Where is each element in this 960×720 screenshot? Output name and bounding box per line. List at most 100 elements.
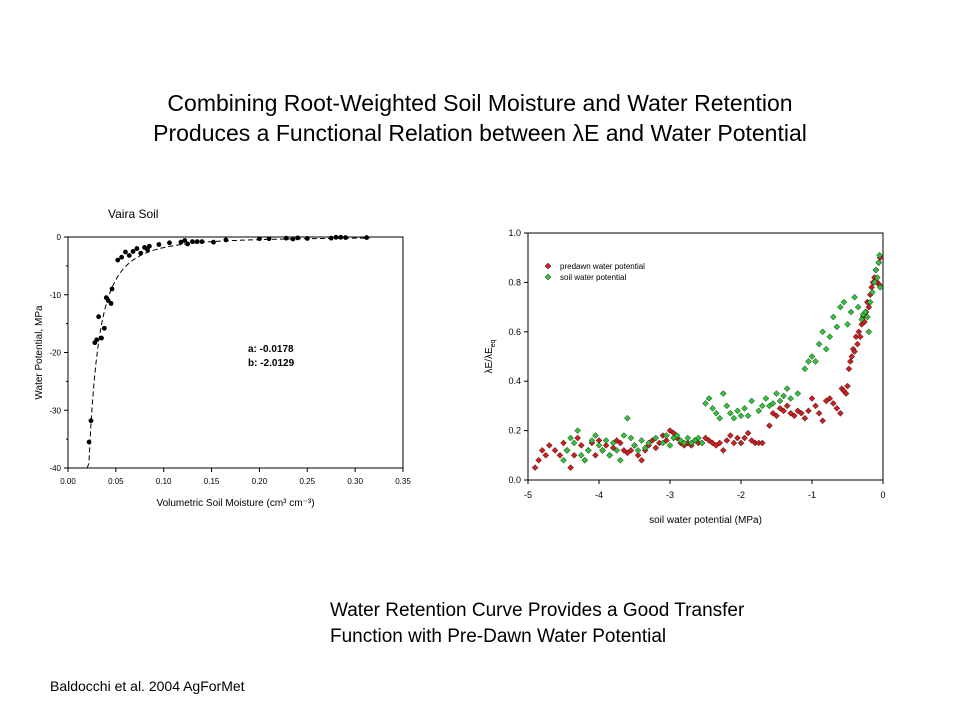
predawn-point	[847, 358, 854, 365]
soil-point	[854, 303, 862, 311]
y-tick-label: 0	[57, 233, 62, 242]
x-tick-label: 0.35	[395, 477, 411, 486]
data-point	[138, 250, 144, 256]
data-point	[126, 253, 132, 258]
soil-point	[723, 402, 731, 410]
x-tick-label: 0.10	[156, 477, 172, 486]
soil-point	[585, 447, 592, 454]
data-point	[257, 236, 262, 242]
soil-point	[695, 434, 702, 442]
predawn-point	[652, 444, 660, 452]
predawn-point	[531, 464, 539, 471]
predawn-point	[833, 405, 841, 412]
x-axis-label: Volumetric Soil Moisture (cm³ cm⁻³)	[156, 498, 314, 509]
water-retention-chart: Vaira Soil 0.00 0.05 0.10 0.15 0.20 0.25 0.30 0.…	[34, 207, 411, 509]
predawn-point	[634, 452, 642, 459]
y-tick-label: -10	[49, 291, 61, 300]
data-point	[328, 235, 334, 241]
soil-point	[787, 395, 794, 402]
y-tick-label: -40	[49, 464, 61, 473]
y-axis-label: Water Potential, MPa	[34, 305, 45, 400]
plot-frame	[67, 236, 404, 469]
predawn-point	[805, 407, 812, 415]
soil-point	[876, 251, 883, 259]
y-tick-label: 0.8	[508, 277, 521, 287]
predawn-point	[855, 328, 863, 336]
soil-point	[748, 397, 755, 405]
soil-point	[680, 439, 688, 447]
data-point	[185, 241, 191, 247]
x-axis-label: soil water potential (MPa)	[649, 515, 762, 526]
soil-point	[617, 456, 624, 464]
citation: Baldocchi et al. 2004 AgForMet	[50, 678, 245, 694]
soil-point	[759, 402, 766, 410]
data-point	[101, 325, 107, 331]
soil-point	[652, 434, 660, 442]
predawn-point	[865, 303, 873, 311]
predawn-point	[567, 464, 574, 471]
predawn-point	[592, 452, 599, 459]
soil-point	[851, 293, 858, 301]
soil-point	[801, 365, 809, 373]
soil-point	[875, 259, 883, 266]
predawn-point	[730, 439, 738, 447]
predawn-point	[627, 447, 635, 454]
soil-point	[744, 412, 752, 420]
data-point	[88, 418, 94, 424]
soil-point	[755, 407, 763, 415]
slide-subtitle: Water Retention Curve Provides a Good Tr…	[330, 598, 744, 650]
x-tick-label: 0.30	[347, 477, 363, 486]
predawn-point	[837, 410, 844, 417]
data-point	[283, 235, 289, 241]
soil-point	[780, 392, 787, 400]
soil-point	[741, 405, 748, 412]
predawn-point	[577, 442, 585, 449]
soil-point	[574, 427, 581, 434]
predawn-point	[848, 353, 856, 360]
soil-point	[588, 437, 596, 444]
soil-point	[673, 432, 681, 439]
predawn-point	[535, 456, 542, 464]
predawn-point	[556, 452, 564, 459]
soil-point	[808, 353, 816, 360]
soil-point	[666, 442, 674, 449]
soil-point	[864, 313, 871, 321]
soil-point	[737, 412, 745, 420]
x-tick-label: 0.05	[108, 477, 124, 486]
y-axis-label: λE/λEeq	[484, 339, 497, 373]
soil-point	[815, 340, 823, 348]
predawn-point	[723, 437, 731, 444]
data-point	[134, 246, 140, 251]
y-tick-label: 1.0	[508, 228, 521, 238]
fit-curve	[86, 237, 370, 469]
soil-point	[812, 358, 819, 365]
soil-point	[847, 308, 855, 316]
data-point	[119, 254, 124, 260]
data-point	[178, 239, 184, 245]
soil-point	[609, 439, 617, 447]
soil-point	[776, 397, 784, 405]
x-tick-label: -1	[808, 490, 816, 500]
slide-title: Combining Root-Weighted Soil Moisture an…	[40, 88, 920, 148]
soil-point	[627, 434, 635, 442]
predawn-point	[538, 447, 546, 454]
annotation-a: a: -0.0178	[248, 344, 294, 355]
predawn-point	[851, 348, 858, 355]
soil-point	[822, 345, 830, 353]
data-point	[290, 236, 296, 242]
chart-title: Vaira Soil	[108, 207, 158, 221]
data-point	[199, 239, 205, 245]
soil-point	[602, 437, 610, 444]
soil-point	[730, 414, 738, 422]
predawn-point	[780, 407, 787, 415]
data-point	[123, 249, 128, 255]
legend-marker	[544, 262, 552, 270]
data-point	[182, 238, 188, 243]
soil-point	[684, 434, 692, 442]
data-point	[146, 243, 152, 249]
soil-point	[613, 447, 621, 454]
soil-point	[570, 439, 578, 447]
soil-point	[638, 437, 645, 444]
soil-point	[830, 313, 837, 321]
predawn-point	[766, 422, 773, 429]
